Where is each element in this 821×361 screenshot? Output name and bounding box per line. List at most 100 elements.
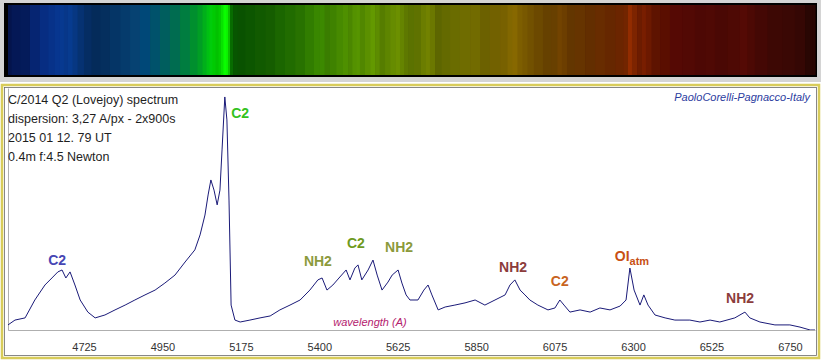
annotation: NH2 bbox=[726, 290, 754, 306]
strip-band bbox=[245, 5, 256, 75]
strip-band bbox=[203, 5, 208, 75]
strip-band bbox=[336, 5, 343, 75]
x-tick: 4950 bbox=[151, 330, 175, 353]
x-tick-label: 6525 bbox=[700, 341, 724, 353]
strip-band bbox=[727, 5, 740, 75]
strip-band bbox=[767, 5, 783, 75]
credit: PaoloCorelli-Pagnacco-Italy bbox=[674, 91, 811, 103]
subtitle: dispersion: 3,27 A/px - 2x900s bbox=[8, 112, 175, 126]
annotation-text: C2 bbox=[48, 252, 66, 268]
strip-band bbox=[562, 5, 568, 75]
x-tick-label: 6300 bbox=[621, 341, 645, 353]
annotation-text: C2 bbox=[347, 235, 365, 251]
strip-background bbox=[4, 3, 817, 77]
strip-band bbox=[233, 5, 238, 75]
annotation-text: C2 bbox=[551, 273, 569, 289]
strip-band bbox=[100, 5, 111, 75]
strip-band bbox=[330, 5, 337, 75]
strip-band bbox=[508, 5, 513, 75]
x-axis: 4725495051755400562558506075630065256750 bbox=[9, 330, 816, 353]
strip-band bbox=[408, 5, 415, 75]
spectrum-strip bbox=[8, 5, 816, 75]
annotation-text: C2 bbox=[231, 105, 249, 121]
strip-band bbox=[652, 5, 661, 75]
strip-band bbox=[72, 5, 78, 75]
strip-band bbox=[782, 5, 795, 75]
strip-band bbox=[490, 5, 501, 75]
strip-band bbox=[543, 5, 552, 75]
strip-band bbox=[60, 5, 65, 75]
strip-band bbox=[285, 5, 296, 75]
strip-band bbox=[795, 5, 806, 75]
strip-band bbox=[523, 5, 528, 75]
strip-band bbox=[595, 5, 606, 75]
strip-band bbox=[238, 5, 246, 75]
strip-band bbox=[682, 5, 695, 75]
x-tick-label: 6075 bbox=[543, 341, 567, 353]
strip-band bbox=[575, 5, 586, 75]
annotation-text: NH2 bbox=[499, 259, 527, 275]
x-tick: 5850 bbox=[464, 330, 488, 353]
strip-band bbox=[414, 5, 422, 75]
annotation-text: NH2 bbox=[385, 239, 413, 255]
strip-band bbox=[78, 5, 85, 75]
x-tick: 6750 bbox=[778, 330, 802, 353]
strip-band bbox=[352, 5, 357, 75]
strip-band bbox=[255, 5, 266, 75]
strip-band bbox=[40, 5, 49, 75]
strip-band bbox=[421, 5, 427, 75]
strip-band bbox=[140, 5, 151, 75]
strip-band bbox=[385, 5, 391, 75]
strip-band bbox=[390, 5, 396, 75]
strip-band bbox=[120, 5, 131, 75]
strip-band bbox=[197, 5, 203, 75]
subtitle: 2015 01 12. 79 UT bbox=[8, 131, 112, 145]
strip-band bbox=[605, 5, 616, 75]
strip-band bbox=[705, 5, 716, 75]
strip-band bbox=[265, 5, 276, 75]
strip-band bbox=[435, 5, 442, 75]
strip-band bbox=[450, 5, 461, 75]
strip-band bbox=[400, 5, 405, 75]
x-tick: 6525 bbox=[700, 330, 724, 353]
strip-band bbox=[305, 5, 314, 75]
annotation: C2 bbox=[231, 105, 249, 121]
strip-band bbox=[567, 5, 576, 75]
strip-band bbox=[500, 5, 508, 75]
strip-band bbox=[8, 5, 12, 75]
x-axis-line bbox=[9, 330, 816, 331]
x-tick: 5625 bbox=[386, 330, 410, 353]
strip-band bbox=[534, 5, 544, 75]
strip-band bbox=[517, 5, 523, 75]
strip-band bbox=[320, 5, 325, 75]
x-tick-label: 5400 bbox=[308, 341, 332, 353]
strip-band bbox=[426, 5, 431, 75]
strip-band bbox=[180, 5, 191, 75]
strip-band bbox=[585, 5, 596, 75]
strip-band bbox=[360, 5, 366, 75]
annotation: OIatm bbox=[615, 248, 650, 267]
strip-band bbox=[190, 5, 198, 75]
strip-band bbox=[805, 5, 813, 75]
strip-band bbox=[480, 5, 491, 75]
strip-band bbox=[527, 5, 534, 75]
strip-band bbox=[295, 5, 306, 75]
strip-band bbox=[275, 5, 286, 75]
strip-band bbox=[715, 5, 728, 75]
x-tick: 6075 bbox=[543, 330, 567, 353]
strip-band bbox=[348, 5, 353, 75]
strip-band bbox=[615, 5, 624, 75]
strip-band bbox=[404, 5, 409, 75]
strip-band bbox=[365, 5, 371, 75]
annotation-text: NH2 bbox=[726, 290, 754, 306]
strip-band bbox=[11, 5, 20, 75]
strip-band bbox=[20, 5, 31, 75]
strip-band bbox=[84, 5, 92, 75]
spectrum-line bbox=[8, 97, 815, 330]
x-tick: 6300 bbox=[621, 330, 645, 353]
strip-band bbox=[343, 5, 349, 75]
strip-band bbox=[813, 5, 816, 75]
strip-band bbox=[557, 5, 562, 75]
strip-band bbox=[670, 5, 683, 75]
annotation: NH2 bbox=[385, 239, 413, 255]
